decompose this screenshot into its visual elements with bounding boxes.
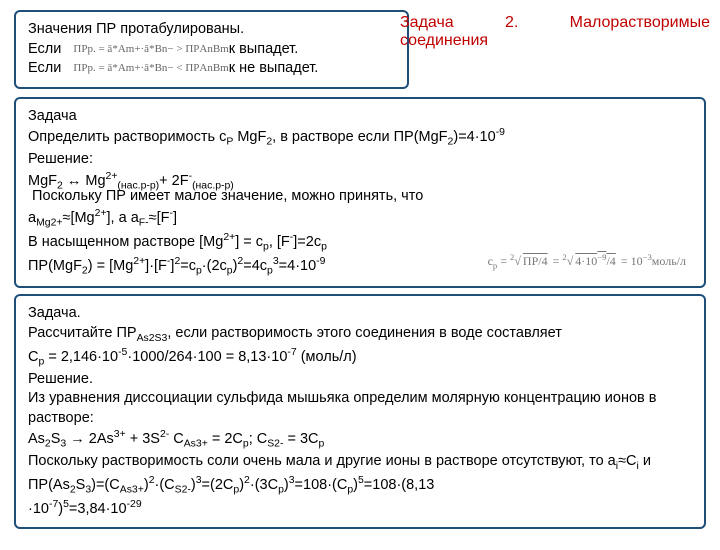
intro-l3: Если ПРр. = ā*Am+·ā*Bn− < ПРAnBmк не вып…: [28, 59, 395, 79]
p2-l7: Поскольку растворимость соли очень мала …: [28, 452, 692, 498]
intro-l2b: к выпадет.: [229, 41, 299, 57]
p1-l3: Решение:: [28, 150, 692, 170]
p2-l1: Задача.: [28, 304, 692, 324]
intro-l2a: Если: [28, 41, 61, 57]
p1-l2: Определить растворимость cP MgF2, в раст…: [28, 126, 692, 150]
intro-l3a: Если: [28, 60, 61, 76]
p1-l6: aMg2+≈[Mg2+], а aF-≈[F-]: [28, 207, 692, 231]
header-word1: Задача: [400, 14, 454, 32]
intro-l3-formula: ПРр. = ā*Am+·ā*Bn− < ПРAnBm: [73, 62, 228, 74]
p1-l1: Задача: [28, 107, 692, 127]
p2-l5: Из уравнения диссоциации сульфида мышьяк…: [28, 389, 692, 428]
box-problem2: Задача. Рассчитайте ПРAs2S3, если раство…: [14, 294, 706, 529]
header-word2: 2.: [505, 14, 518, 32]
cp-formula: cp = 2√ПР/4 = 2√4·10−9/4 = 10−3моль/л: [488, 252, 686, 272]
p1-l5: Поскольку ПР имеет малое значение, можно…: [28, 187, 692, 207]
box-problem1: Задача Определить растворимость cP MgF2,…: [14, 97, 706, 289]
p1-l7: В насыщенном растворе [Mg2+] = cp, [F-]=…: [28, 231, 692, 255]
p2-l4: Решение.: [28, 370, 692, 390]
p2-l3: Cp = 2,146·10-5·1000/264·100 = 8,13·10-7…: [28, 346, 692, 370]
p2-l6: As2S3 → 2As3+ + 3S2- CAs3+ = 2Cp; CS2- =…: [28, 428, 692, 452]
box-intro: Значения ПР протабулированы. Если ПРр. =…: [14, 10, 409, 89]
header: Задача 2. Малорастворимые соединения: [400, 14, 710, 50]
intro-l2: Если ПРр. = ā*Am+·ā*Bn− > ПРAnBmк выпаде…: [28, 40, 395, 60]
intro-l3b: к не выпадет.: [229, 60, 319, 76]
p2-l8: ·10-7)5=3,84·10-29: [28, 498, 692, 519]
p2-l2: Рассчитайте ПРAs2S3, если растворимость …: [28, 324, 692, 346]
intro-l1: Значения ПР протабулированы.: [28, 20, 395, 40]
header-word3: Малорастворимые: [570, 14, 710, 32]
header-line2: соединения: [400, 32, 710, 50]
intro-l2-formula: ПРр. = ā*Am+·ā*Bn− > ПРAnBm: [73, 42, 228, 54]
